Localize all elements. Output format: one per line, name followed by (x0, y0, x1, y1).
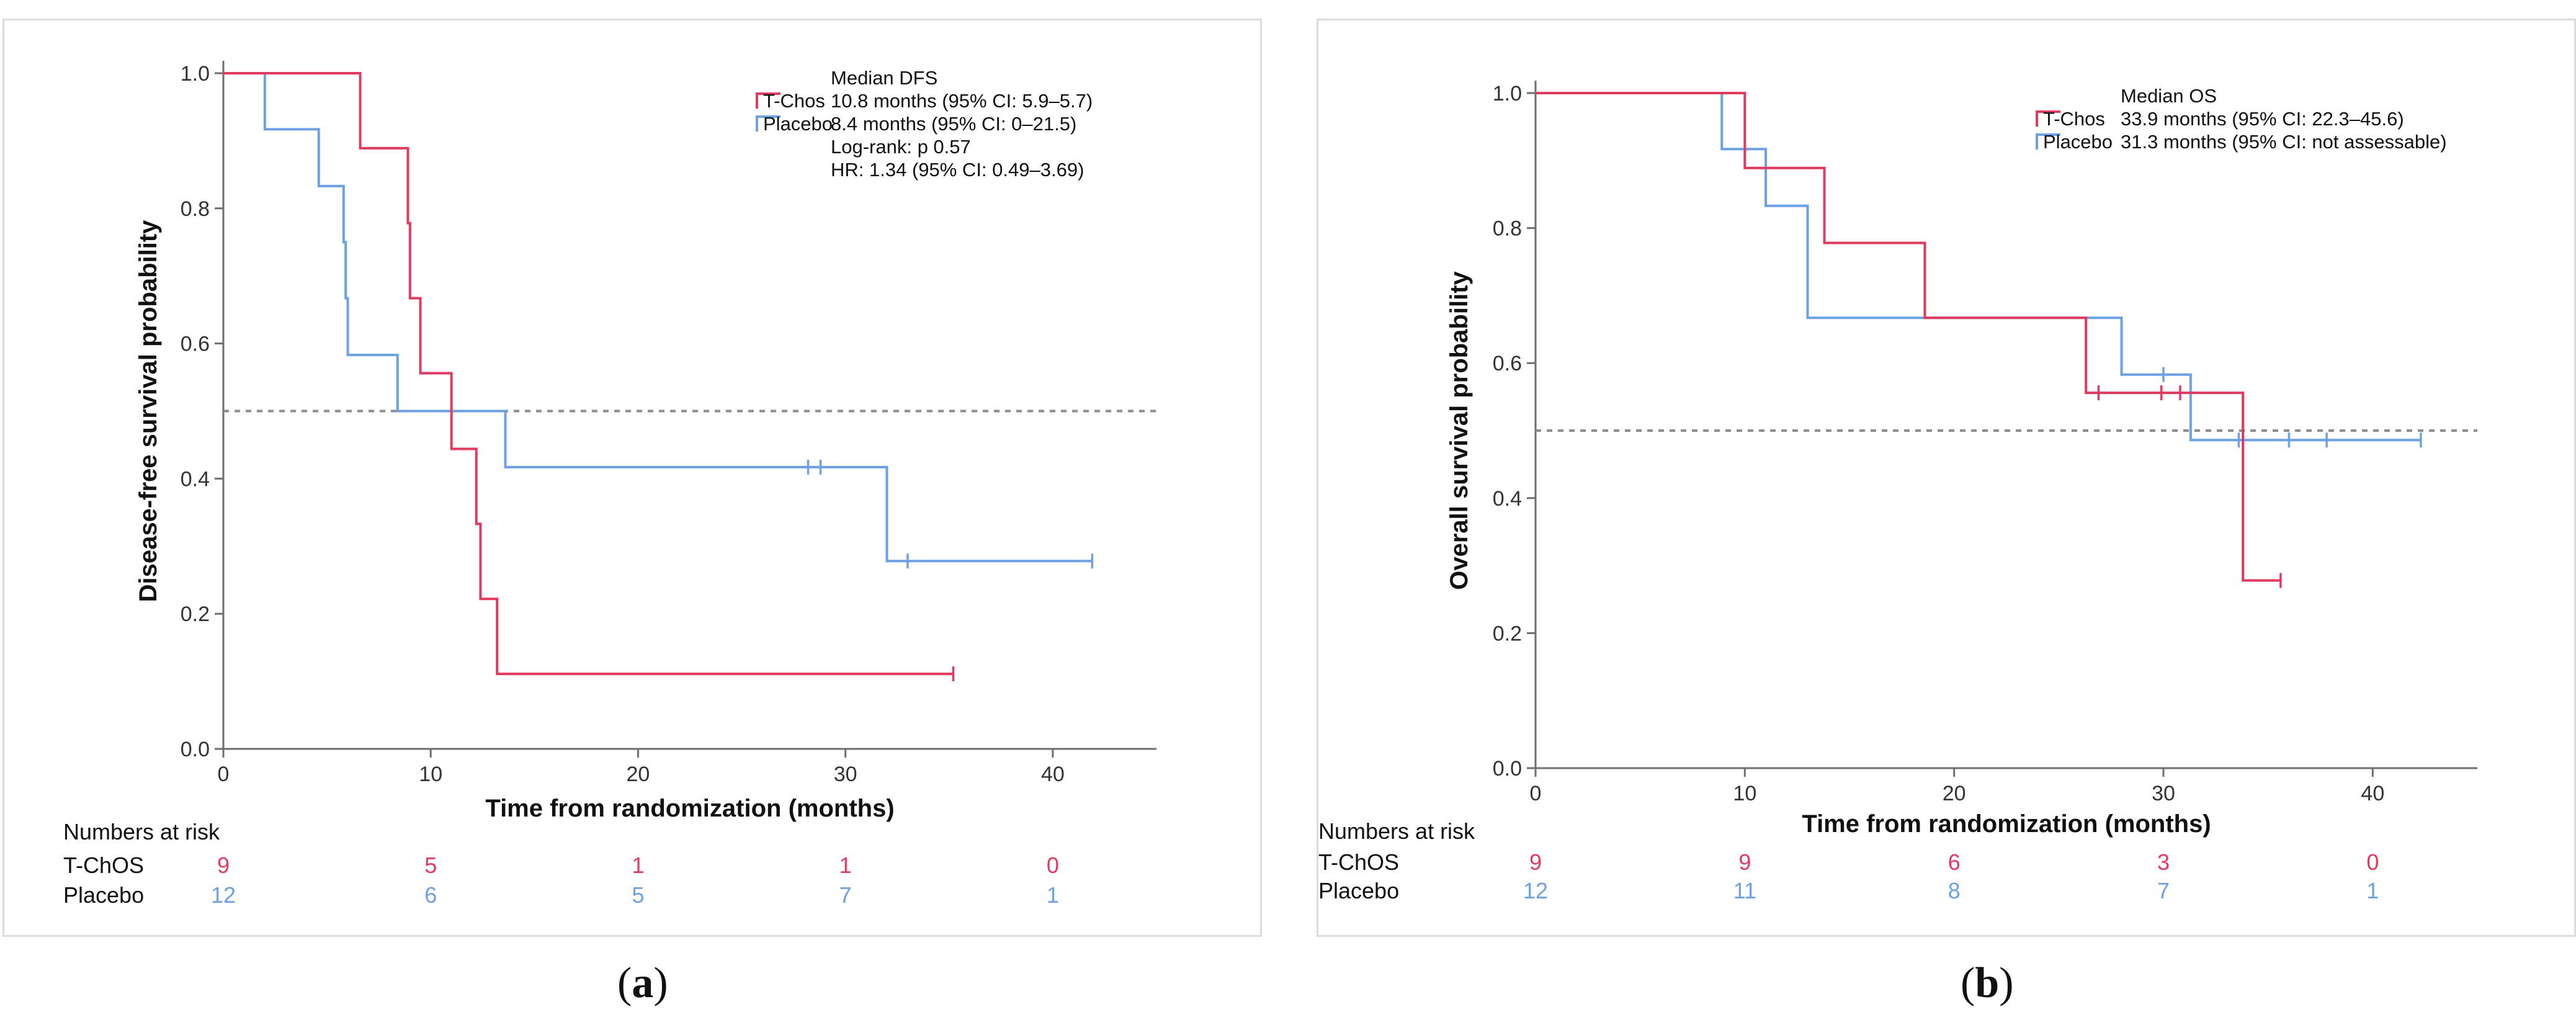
legend-symbol-tchos (2036, 110, 2060, 127)
risk-number: 1 (632, 853, 644, 878)
legend-series-name: Placebo (763, 113, 833, 135)
risk-number: 6 (424, 882, 437, 908)
risk-table-title: Numbers at risk (1318, 818, 1475, 844)
legend-series-name: Placebo (2043, 131, 2113, 153)
risk-number: 12 (211, 882, 236, 908)
risk-number: 9 (1738, 849, 1751, 875)
y-tick-label: 0.0 (181, 738, 210, 761)
risk-number: 1 (839, 853, 852, 878)
risk-row-label: T-ChOS (63, 853, 144, 878)
risk-number: 6 (1948, 849, 1961, 875)
y-tick-label: 0.8 (181, 197, 210, 221)
legend-series-text: 10.8 months (95% CI: 5.9–5.7) (831, 90, 1093, 112)
km-curve-placebo (223, 72, 1093, 563)
legend-symbol-tchos (756, 92, 780, 109)
x-tick-label: 30 (834, 763, 857, 786)
legend-symbol-placebo (2036, 133, 2060, 150)
y-tick-label: 0.0 (1493, 757, 1522, 781)
risk-number: 0 (1047, 853, 1059, 878)
x-tick-label: 40 (1041, 763, 1065, 786)
panel-label-a: (a) (617, 959, 668, 1007)
risk-number: 8 (1948, 878, 1961, 903)
legend-header: Median OS (2121, 85, 2217, 107)
risk-number: 7 (2157, 878, 2170, 903)
risk-number: 11 (1733, 878, 1756, 903)
y-tick-label: 0.2 (181, 602, 210, 626)
y-tick-label: 0.8 (1493, 217, 1522, 241)
y-tick-label: 0.6 (1493, 352, 1522, 375)
risk-number: 7 (839, 882, 852, 908)
risk-number: 1 (2366, 878, 2379, 903)
km-curve-tchos (223, 72, 954, 676)
x-axis-title: Time from randomization (months) (1802, 810, 2211, 838)
legend-series-name: T-Chos (2043, 108, 2105, 130)
x-tick-label: 30 (2152, 782, 2175, 805)
panel-label-b-letter: b (1975, 959, 2000, 1007)
x-tick-label: 10 (419, 763, 442, 786)
x-tick-label: 0 (1530, 782, 1542, 805)
panel-b: 0.0 0.2 0.4 0.6 0.8 1.0 0 10 20 30 40 Time from ran… (1317, 19, 2576, 937)
legend-header: Median DFS (831, 67, 937, 89)
legend-note: Log-rank: p 0.57 (831, 136, 971, 158)
x-tick-label: 10 (1733, 782, 1756, 805)
panel-label-b: (b) (1961, 959, 2014, 1007)
risk-row-label: Placebo (1318, 878, 1399, 903)
y-tick-label: 0.4 (181, 467, 210, 491)
x-tick-label: 40 (2361, 782, 2384, 805)
risk-row-label: Placebo (63, 882, 144, 908)
y-tick-label: 1.0 (181, 62, 210, 86)
km-curve-tchos (1536, 92, 2281, 582)
y-tick-label: 0.6 (181, 333, 210, 356)
panel-a: 0.0 0.2 0.4 0.6 0.8 1.0 0 10 20 30 40 Time from ran… (2, 19, 1262, 937)
km-curve-placebo (1536, 92, 2421, 442)
risk-number: 12 (1523, 878, 1548, 903)
y-axis-title: Disease-free survival probability (135, 220, 162, 602)
risk-number: 9 (1529, 849, 1542, 875)
y-tick-label: 1.0 (1493, 82, 1522, 105)
risk-number: 9 (217, 853, 230, 878)
risk-number: 3 (2157, 849, 2170, 875)
x-tick-label: 20 (627, 763, 650, 786)
x-tick-label: 20 (1943, 782, 1966, 805)
legend-symbol-placebo (756, 115, 780, 132)
legend-series-text: 31.3 months (95% CI: not assessable) (2121, 131, 2447, 153)
risk-number: 1 (1047, 882, 1059, 908)
risk-number: 0 (2366, 849, 2379, 875)
risk-table-title: Numbers at risk (63, 819, 220, 844)
y-tick-label: 0.4 (1493, 487, 1522, 511)
x-axis-title: Time from randomization (months) (485, 795, 894, 822)
risk-number: 5 (632, 882, 644, 908)
legend-series-text: 33.9 months (95% CI: 22.3–45.6) (2121, 108, 2404, 130)
legend-note: HR: 1.34 (95% CI: 0.49–3.69) (831, 159, 1084, 181)
legend-series-text: 8.4 months (95% CI: 0–21.5) (831, 113, 1076, 135)
panel-label-a-letter: a (632, 959, 654, 1007)
legend-series-name: T-Chos (763, 90, 825, 112)
x-tick-label: 0 (218, 763, 230, 786)
y-tick-label: 0.2 (1493, 622, 1522, 645)
y-axis-title: Overall survival probability (1446, 271, 1473, 589)
risk-number: 5 (424, 853, 437, 878)
risk-row-label: T-ChOS (1318, 849, 1399, 875)
